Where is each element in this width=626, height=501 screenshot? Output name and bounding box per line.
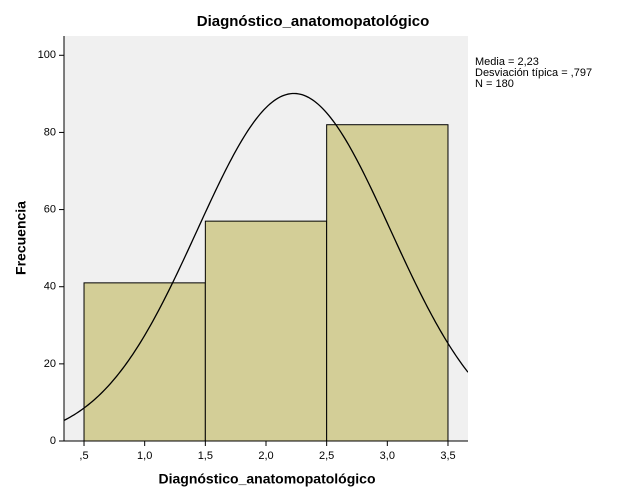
bar	[326, 124, 449, 442]
y-tick-label: 20	[44, 358, 56, 370]
x-tick-label: 3,0	[380, 450, 395, 462]
x-tick-label: 1,5	[198, 450, 213, 462]
bar	[83, 282, 206, 442]
y-tick-label: 80	[44, 126, 56, 138]
stat-label: Desviación típica = ,797	[475, 67, 592, 79]
x-tick-label: 3,5	[440, 450, 455, 462]
x-tick-label: 2,5	[319, 450, 334, 462]
x-axis-label: Diagnóstico_anatomopatológico	[158, 471, 375, 487]
x-tick-label: ,5	[79, 450, 88, 462]
y-tick-label: 60	[44, 203, 56, 215]
stat-label: N = 180	[475, 78, 514, 90]
y-axis-label: Frecuencia	[13, 201, 29, 275]
y-tick-label: 100	[38, 49, 56, 61]
chart-title: Diagnóstico_anatomopatológico	[197, 13, 430, 30]
stat-label: Media = 2,23	[475, 56, 539, 68]
y-tick-label: 40	[44, 281, 56, 293]
bar	[204, 220, 328, 442]
x-tick-label: 1,0	[137, 450, 152, 462]
normal-curve	[64, 92, 468, 421]
x-tick-label: 2,0	[258, 450, 273, 462]
y-tick-label: 0	[50, 435, 56, 447]
